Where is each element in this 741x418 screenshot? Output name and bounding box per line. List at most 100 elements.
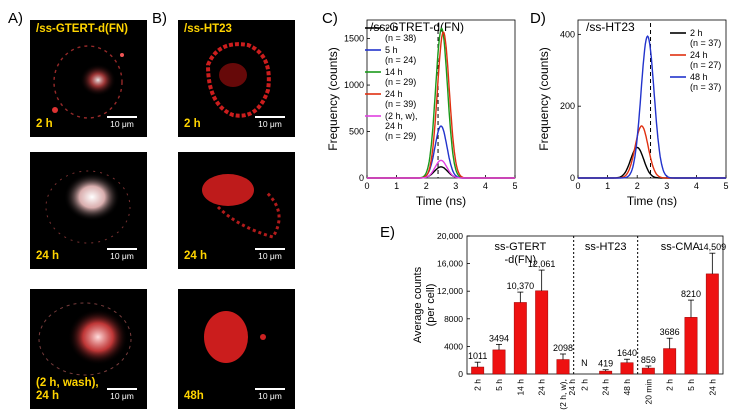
- time-label: (2 h, wash), 24 h: [36, 377, 99, 402]
- bar: [535, 290, 549, 375]
- panel-label-c: C): [322, 10, 338, 27]
- bar: [684, 317, 698, 375]
- scale-bar: 10 μm: [107, 248, 137, 261]
- bar: [556, 359, 570, 375]
- time-label: 2 h: [184, 118, 201, 130]
- plot-frame: [577, 19, 727, 179]
- time-label: 48h: [184, 390, 204, 402]
- x-tick-label: 4: [694, 181, 699, 191]
- data-label: N: [581, 358, 588, 368]
- x-tick-label-line: 24 h: [707, 379, 717, 396]
- cell-image: [204, 311, 266, 363]
- x-tick-label-line: (2 h, w),: [558, 379, 568, 410]
- chart-e-average-counts: 0 4000 8000 12,000 16,000 20,000 Average count…: [412, 231, 727, 410]
- micrograph-b-2h: /ss-HT23 2 h 10 μm: [178, 20, 295, 137]
- legend-label: 2 h: [385, 23, 398, 33]
- scale-bar: 10 μm: [255, 388, 285, 401]
- micrograph-a-wash: (2 h, wash), 24 h 10 μm: [30, 289, 147, 409]
- time-label: 24 h: [184, 250, 208, 262]
- legend-note: (n = 38): [385, 33, 416, 43]
- legend-note: (n = 37): [690, 38, 721, 48]
- data-label: 859: [641, 355, 656, 365]
- x-tick-label: 3: [664, 181, 669, 191]
- scale-bar: 10 μm: [107, 116, 137, 129]
- x-tick-label: 2: [424, 181, 429, 191]
- x-tick-label: 5: [512, 181, 517, 191]
- x-tick-label: (2 h, w),24 h: [558, 379, 577, 410]
- scale-bar-label: 10 μm: [258, 391, 282, 401]
- bar: [471, 366, 485, 375]
- data-label: 8210: [681, 289, 701, 299]
- data-label: 2098: [553, 343, 573, 353]
- bar: [599, 370, 613, 375]
- x-tick-label-line: 2 h: [473, 379, 483, 391]
- group-label: ss-CMA: [661, 241, 701, 253]
- x-tick-label: 5 h: [686, 379, 696, 391]
- y-tick-label: 200: [560, 101, 575, 111]
- data-label: 419: [598, 359, 613, 369]
- scale-bar-label: 10 μm: [258, 119, 282, 129]
- x-tick-label-line: 2 h: [579, 379, 589, 391]
- cell-image: [38, 302, 132, 376]
- data-label: 14,509: [699, 242, 727, 252]
- y-tick-label: 4000: [444, 341, 463, 351]
- legend-label: 24 h: [690, 50, 708, 60]
- x-tick-label-line: 24 h: [601, 379, 611, 396]
- micrograph-a-2h: /ss-GTERT-d(FN) 2 h 10 μm: [30, 20, 147, 137]
- cell-image: [202, 174, 281, 239]
- legend-note: (n = 27): [690, 60, 721, 70]
- data-label: 3494: [489, 333, 509, 343]
- y-tick-label: 0: [458, 369, 463, 379]
- x-tick-label-line: 2 h: [665, 379, 675, 391]
- legend-note: (n = 39): [385, 99, 416, 109]
- legend-label: 24 h: [385, 89, 403, 99]
- cell-image: [52, 45, 124, 119]
- scale-bar-label: 10 μm: [258, 251, 282, 261]
- scale-bar: 10 μm: [255, 116, 285, 129]
- micrograph-b-48h: 48h 10 μm: [178, 289, 295, 409]
- x-tick-label-line: 20 min: [643, 379, 653, 405]
- y-tick-label: 0: [359, 173, 364, 183]
- y-tick-label: 0: [570, 173, 575, 183]
- y-axis-label: Frequency (counts): [326, 47, 340, 150]
- x-tick-label: 0: [575, 181, 580, 191]
- x-axis-label: Time (ns): [627, 194, 677, 208]
- y-tick-label: 400: [560, 29, 575, 39]
- scale-bar-label: 10 μm: [110, 251, 134, 261]
- y-tick-label: 16,000: [437, 259, 463, 269]
- legend-label: 48 h: [690, 72, 708, 82]
- panel-label-e: E): [380, 224, 395, 241]
- chart-title: /ss-HT23: [586, 20, 635, 34]
- legend-label: 2 h: [690, 28, 703, 38]
- bar: [663, 348, 677, 375]
- legend-label: 5 h: [385, 45, 398, 55]
- plot-frame: [366, 19, 516, 179]
- scale-bar: 10 μm: [107, 388, 137, 401]
- data-label: 10,370: [507, 281, 535, 291]
- x-tick-label: 48 h: [622, 379, 632, 396]
- x-tick-label: 5: [723, 181, 728, 191]
- y-tick-label: 20,000: [437, 231, 463, 241]
- y-axis-label: Average counts(per cell): [412, 266, 437, 343]
- x-tick-label: 2: [635, 181, 640, 191]
- x-tick-label: 20 min: [643, 379, 653, 405]
- x-tick-label-line: 24 h: [567, 379, 577, 396]
- data-label: 1011: [468, 351, 487, 361]
- chart-c-lifetime-histogram: 0 1 2 3 4 5 0 500 1000 1500 Time (ns) Frequency (co…: [326, 19, 518, 208]
- scale-bar-label: 10 μm: [110, 391, 134, 401]
- x-tick-label: 24 h: [601, 379, 611, 396]
- x-tick-label-line: 24 h: [537, 379, 547, 396]
- group-label: -d(FN): [504, 254, 536, 266]
- x-tick-label: 2 h: [665, 379, 675, 391]
- y-tick-label: 1000: [344, 80, 364, 90]
- x-tick-label: 2 h: [473, 379, 483, 391]
- x-tick-label: 4: [483, 181, 488, 191]
- bar: [705, 273, 719, 375]
- y-axis-label: Frequency (counts): [537, 47, 551, 150]
- legend-label: (2 h, w),: [385, 111, 418, 121]
- y-tick-label: 12,000: [437, 286, 463, 296]
- y-tick-label: 500: [349, 127, 364, 137]
- x-tick-label: 3: [453, 181, 458, 191]
- x-tick-label-line: 48 h: [622, 379, 632, 396]
- x-tick-label-line: 5 h: [494, 379, 504, 391]
